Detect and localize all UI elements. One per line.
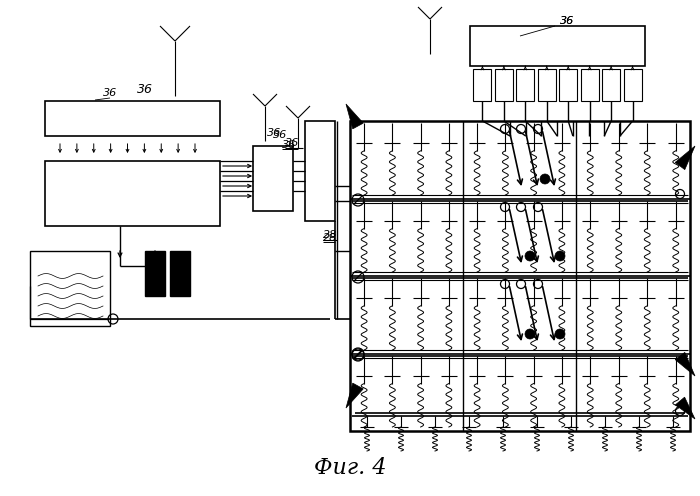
Polygon shape	[346, 383, 363, 408]
Bar	[624, 69, 642, 101]
Bar	[470, 26, 645, 66]
Text: 28: 28	[323, 233, 337, 243]
Polygon shape	[676, 146, 695, 170]
Circle shape	[525, 251, 535, 261]
Bar	[517, 69, 534, 101]
Bar	[45, 161, 220, 226]
Bar	[145, 251, 165, 296]
Circle shape	[555, 251, 565, 261]
Bar	[602, 69, 620, 101]
Polygon shape	[676, 352, 695, 376]
Text: 36: 36	[267, 128, 281, 138]
Bar	[30, 251, 110, 326]
Bar	[559, 69, 578, 101]
Text: 36: 36	[285, 138, 300, 148]
Text: 36: 36	[273, 130, 287, 140]
Bar	[170, 251, 190, 296]
Bar	[350, 121, 690, 431]
Text: 36: 36	[137, 83, 153, 96]
Bar	[253, 146, 293, 211]
Bar	[45, 101, 220, 136]
Circle shape	[555, 329, 565, 339]
Bar	[581, 69, 598, 101]
Bar	[538, 69, 556, 101]
Polygon shape	[676, 397, 695, 419]
Circle shape	[540, 174, 550, 184]
Polygon shape	[346, 104, 363, 129]
Bar	[495, 69, 513, 101]
Text: Фиг. 4: Фиг. 4	[314, 457, 386, 479]
Text: 36: 36	[282, 140, 296, 150]
Text: 36: 36	[560, 16, 574, 26]
Text: 36: 36	[103, 88, 117, 98]
Text: 28: 28	[323, 230, 337, 240]
Circle shape	[525, 329, 535, 339]
Bar	[473, 69, 491, 101]
Text: 36: 36	[560, 16, 574, 26]
Bar	[305, 121, 335, 221]
